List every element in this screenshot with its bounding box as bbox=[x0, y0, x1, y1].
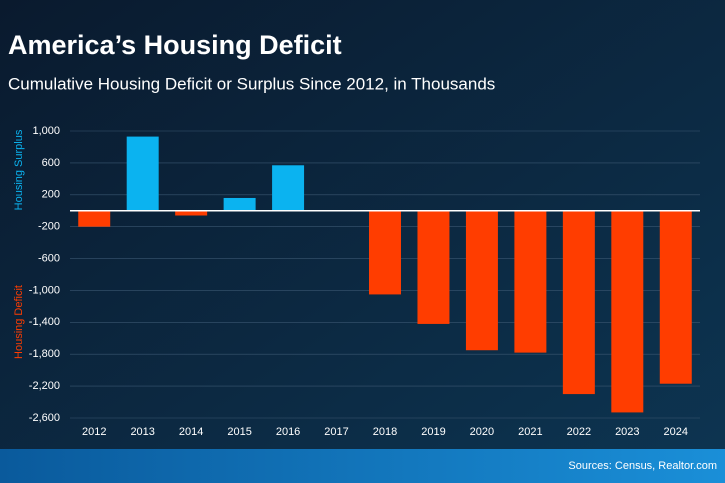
source: Sources: Census, Realtor.com bbox=[568, 460, 717, 472]
bar bbox=[514, 210, 547, 353]
x-tick-label: 2021 bbox=[518, 426, 542, 438]
x-tick-label: 2020 bbox=[470, 426, 494, 438]
x-tick-label: 2019 bbox=[421, 426, 445, 438]
x-tick-label: 2017 bbox=[324, 426, 348, 438]
y-tick-label: 600 bbox=[42, 157, 60, 169]
y-tick-label: -600 bbox=[38, 252, 60, 264]
bar bbox=[417, 210, 450, 324]
y-tick-label: 200 bbox=[42, 189, 60, 201]
footer-band bbox=[0, 449, 725, 483]
chart-subtitle: Cumulative Housing Deficit or Surplus Si… bbox=[8, 74, 495, 93]
bar bbox=[223, 197, 256, 211]
x-tick-label: 2023 bbox=[615, 426, 639, 438]
x-tick-label: 2016 bbox=[276, 426, 300, 438]
y-tick-label: -1,400 bbox=[29, 316, 60, 328]
y-tick-label: -2,200 bbox=[29, 380, 60, 392]
bar bbox=[175, 210, 208, 216]
y-tick-label: -2,600 bbox=[29, 412, 60, 424]
bar bbox=[369, 210, 401, 295]
surplus-label: Housing Surplus bbox=[13, 129, 25, 210]
bar bbox=[659, 210, 692, 384]
x-tick-label: 2024 bbox=[664, 426, 688, 438]
x-tick-label: 2018 bbox=[373, 426, 397, 438]
x-tick-label: 2015 bbox=[227, 426, 251, 438]
y-tick-label: 1,000 bbox=[32, 125, 60, 137]
bar bbox=[126, 136, 159, 211]
bar bbox=[465, 210, 498, 351]
bar bbox=[272, 165, 305, 211]
x-tick-label: 2014 bbox=[179, 426, 203, 438]
bar bbox=[78, 210, 111, 227]
x-tick-label: 2022 bbox=[567, 426, 591, 438]
chart-title: America’s Housing Deficit bbox=[8, 30, 342, 60]
x-tick-label: 2012 bbox=[82, 426, 106, 438]
bar bbox=[562, 210, 595, 395]
y-tick-label: -1,000 bbox=[29, 284, 60, 296]
deficit-label: Housing Deficit bbox=[13, 285, 25, 359]
bar bbox=[611, 210, 644, 413]
x-tick-label: 2013 bbox=[130, 426, 154, 438]
y-tick-label: -200 bbox=[38, 221, 60, 233]
y-tick-label: -1,800 bbox=[29, 348, 60, 360]
